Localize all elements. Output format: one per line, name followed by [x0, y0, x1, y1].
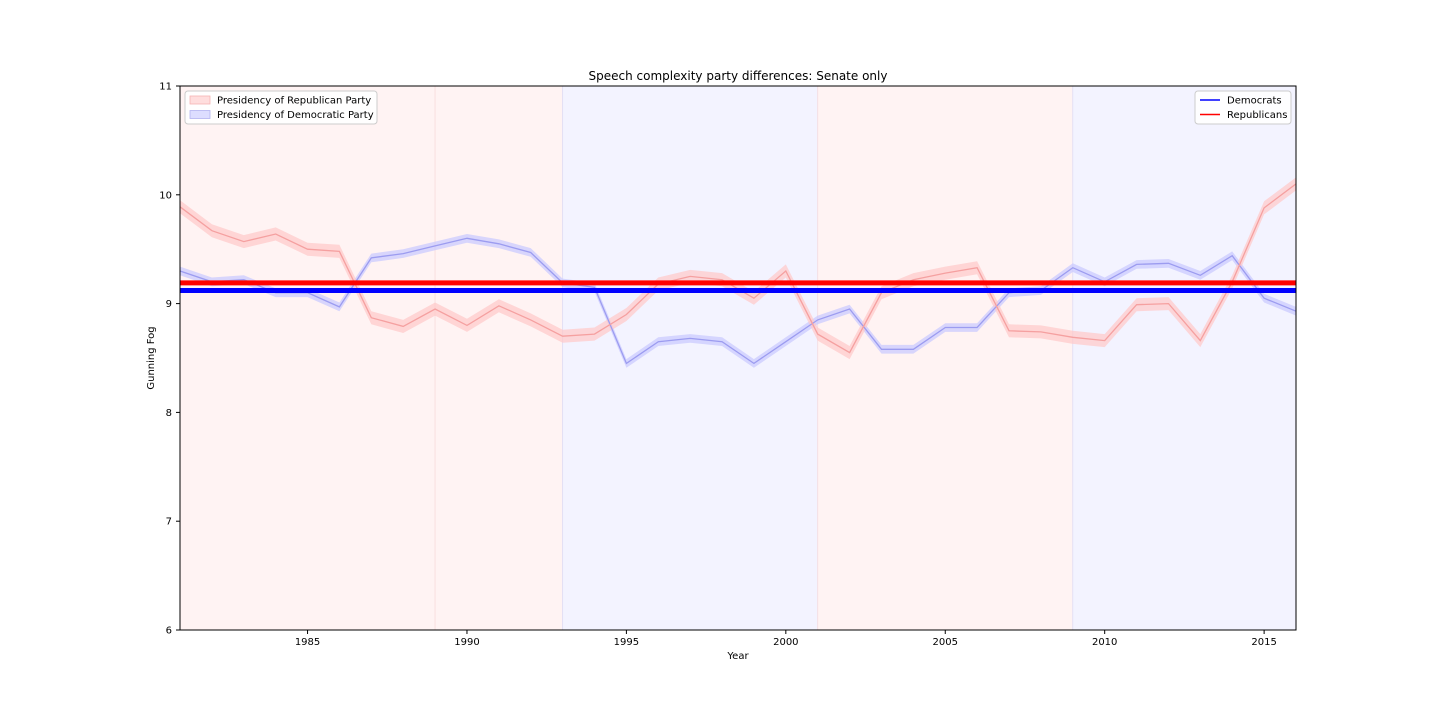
legend-label: Democrats [1227, 96, 1282, 107]
x-tick-label: 2010 [1092, 637, 1117, 648]
legend-label: Presidency of Democratic Party [217, 110, 374, 121]
x-axis-ticks: 1985 1990 1995 2000 2005 2010 2015 [295, 630, 1277, 648]
legend-swatch [189, 110, 211, 119]
presidency-span-republican [817, 85, 1074, 631]
y-tick-label: 11 [159, 82, 172, 93]
legend-label: Presidency of Republican Party [217, 96, 371, 107]
x-tick-label: 1990 [454, 637, 479, 648]
x-tick-label: 2000 [773, 637, 798, 648]
y-axis-ticks: 6 7 8 9 10 11 [159, 82, 180, 637]
presidency-span-democratic [1072, 85, 1297, 631]
y-axis-label: Gunning Fog [146, 326, 157, 389]
y-tick-label: 6 [166, 626, 172, 637]
presidency-span-republican [434, 85, 564, 631]
series-line-democrats [179, 237, 1297, 365]
x-tick-label: 2015 [1251, 637, 1276, 648]
x-tick-label: 1995 [614, 637, 639, 648]
presidency-spans [179, 85, 1297, 631]
plot-frame [179, 85, 1297, 631]
y-tick-label: 7 [166, 517, 172, 528]
legend-swatch [189, 95, 211, 105]
y-tick-label: 9 [166, 299, 172, 310]
legend-presidency: Presidency of Republican Party Presidency… [184, 90, 378, 125]
x-tick-label: 2005 [933, 637, 958, 648]
chart-title: Speech complexity party differences: Sen… [589, 69, 888, 83]
legend-label: Republicans [1227, 110, 1287, 121]
y-tick-label: 10 [159, 190, 172, 201]
legend-box [184, 90, 378, 125]
x-axis-label: Year [726, 651, 749, 662]
y-tick-label: 8 [166, 408, 172, 419]
mean-lines [180, 280, 1296, 294]
x-tick-label: 1985 [295, 637, 320, 648]
presidency-span-democratic [562, 85, 819, 631]
legend-party: Democrats Republicans [1194, 90, 1292, 125]
presidency-span-republican [179, 85, 436, 631]
